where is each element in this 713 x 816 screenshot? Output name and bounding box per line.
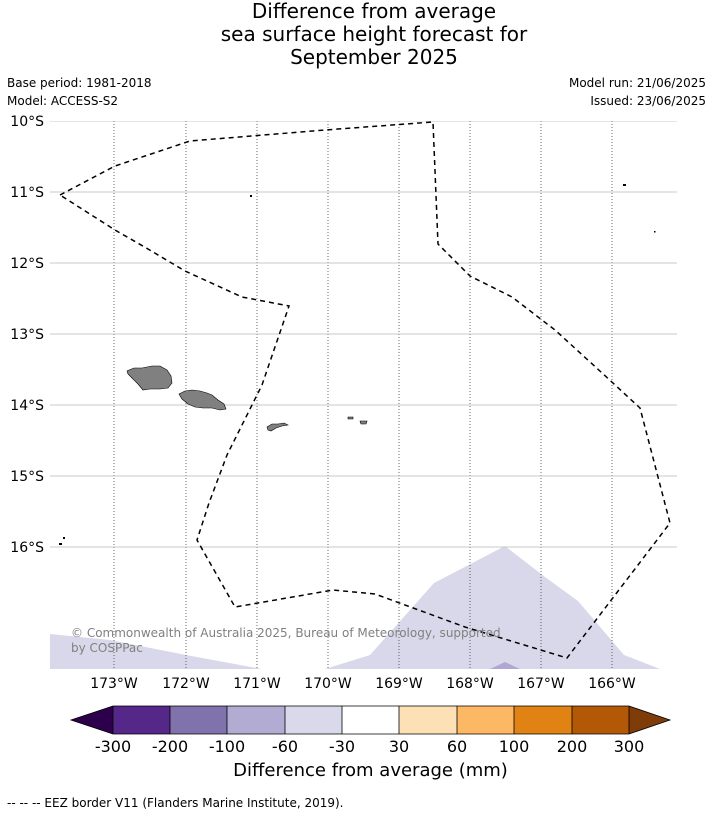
model-name: Model: ACCESS-S2 [7,94,119,108]
colorbar-extend-high [629,706,670,734]
issued-date: Issued: 23/06/2025 [590,94,706,108]
colorbar-cell [170,706,227,734]
colorbar-label: 200 [557,737,588,756]
colorbar-label: 300 [614,737,645,756]
lat-label: 11°S [10,185,44,201]
upolu-island [178,389,227,411]
manua-island-2 [359,420,368,425]
colorbar-extend-low [71,706,113,734]
lat-label: 10°S [10,114,44,130]
colorbar-cell [113,706,170,734]
lat-label: 15°S [10,469,44,485]
longitude-labels: 173°W 172°W 171°W 170°W 169°W 168°W 167°… [90,676,636,692]
lon-label: 169°W [375,676,423,692]
lat-label: 13°S [10,327,44,343]
eez-border-samoa [58,121,671,659]
anomaly-shade-southwest [50,634,262,669]
lon-label: 170°W [304,676,352,692]
eez-footnote: -- -- -- EEZ border V11 (Flanders Marine… [7,796,344,810]
colorbar-label: -300 [95,737,131,756]
small-islets [59,184,656,545]
manua-island-1 [347,416,354,420]
colorbar-cell [572,706,629,734]
title-line-1: Difference from average [251,0,497,23]
lon-label: 171°W [233,676,281,692]
model-run: Model run: 21/06/2025 [568,76,706,90]
map-area [50,121,677,669]
colorbar: -300 -200 -100 -60 -30 30 60 100 200 300 [69,705,672,756]
colorbar-cell [399,706,457,734]
colorbar-label: 60 [447,737,467,756]
colorbar-label: 100 [499,737,530,756]
colorbar-label: -200 [152,737,188,756]
base-period: Base period: 1981-2018 [7,76,152,90]
lon-label: 167°W [517,676,565,692]
lat-label: 16°S [10,540,44,556]
savaii-island [126,365,173,391]
colorbar-cell [285,706,342,734]
colorbar-label: 30 [389,737,409,756]
meta-left: Base period: 1981-2018 Model: ACCESS-S2 [7,74,152,110]
tutuila-island [266,422,289,432]
lon-label: 173°W [90,676,138,692]
colorbar-cell [227,706,285,734]
lat-label: 12°S [10,256,44,272]
lon-label: 168°W [446,676,494,692]
anomaly-shade-darker [490,662,520,669]
meta-right: Model run: 21/06/2025 Issued: 23/06/2025 [569,74,706,110]
map-title: Difference from average sea surface heig… [0,0,713,69]
colorbar-label: -100 [209,737,245,756]
colorbar-cell [457,706,514,734]
lon-label: 172°W [162,676,210,692]
colorbar-title: Difference from average (mm) [233,760,508,781]
lon-label: 166°W [588,676,636,692]
latitude-labels: 10°S 11°S 12°S 13°S 14°S 15°S 16°S [10,114,44,556]
title-line-3: September 2025 [290,45,458,69]
latitude-gridlines [50,121,677,548]
samoa-islands [126,365,368,432]
lat-label: 14°S [10,398,44,414]
colorbar-cell [342,706,399,734]
title-line-2: sea surface height forecast for [220,22,528,46]
colorbar-label: -60 [272,737,298,756]
anomaly-shade-southeast [325,546,660,669]
colorbar-label: -30 [329,737,355,756]
eez-borders [58,121,671,659]
copyright-notice: © Commonwealth of Australia 2025, Bureau… [71,626,501,655]
colorbar-cell [514,706,572,734]
